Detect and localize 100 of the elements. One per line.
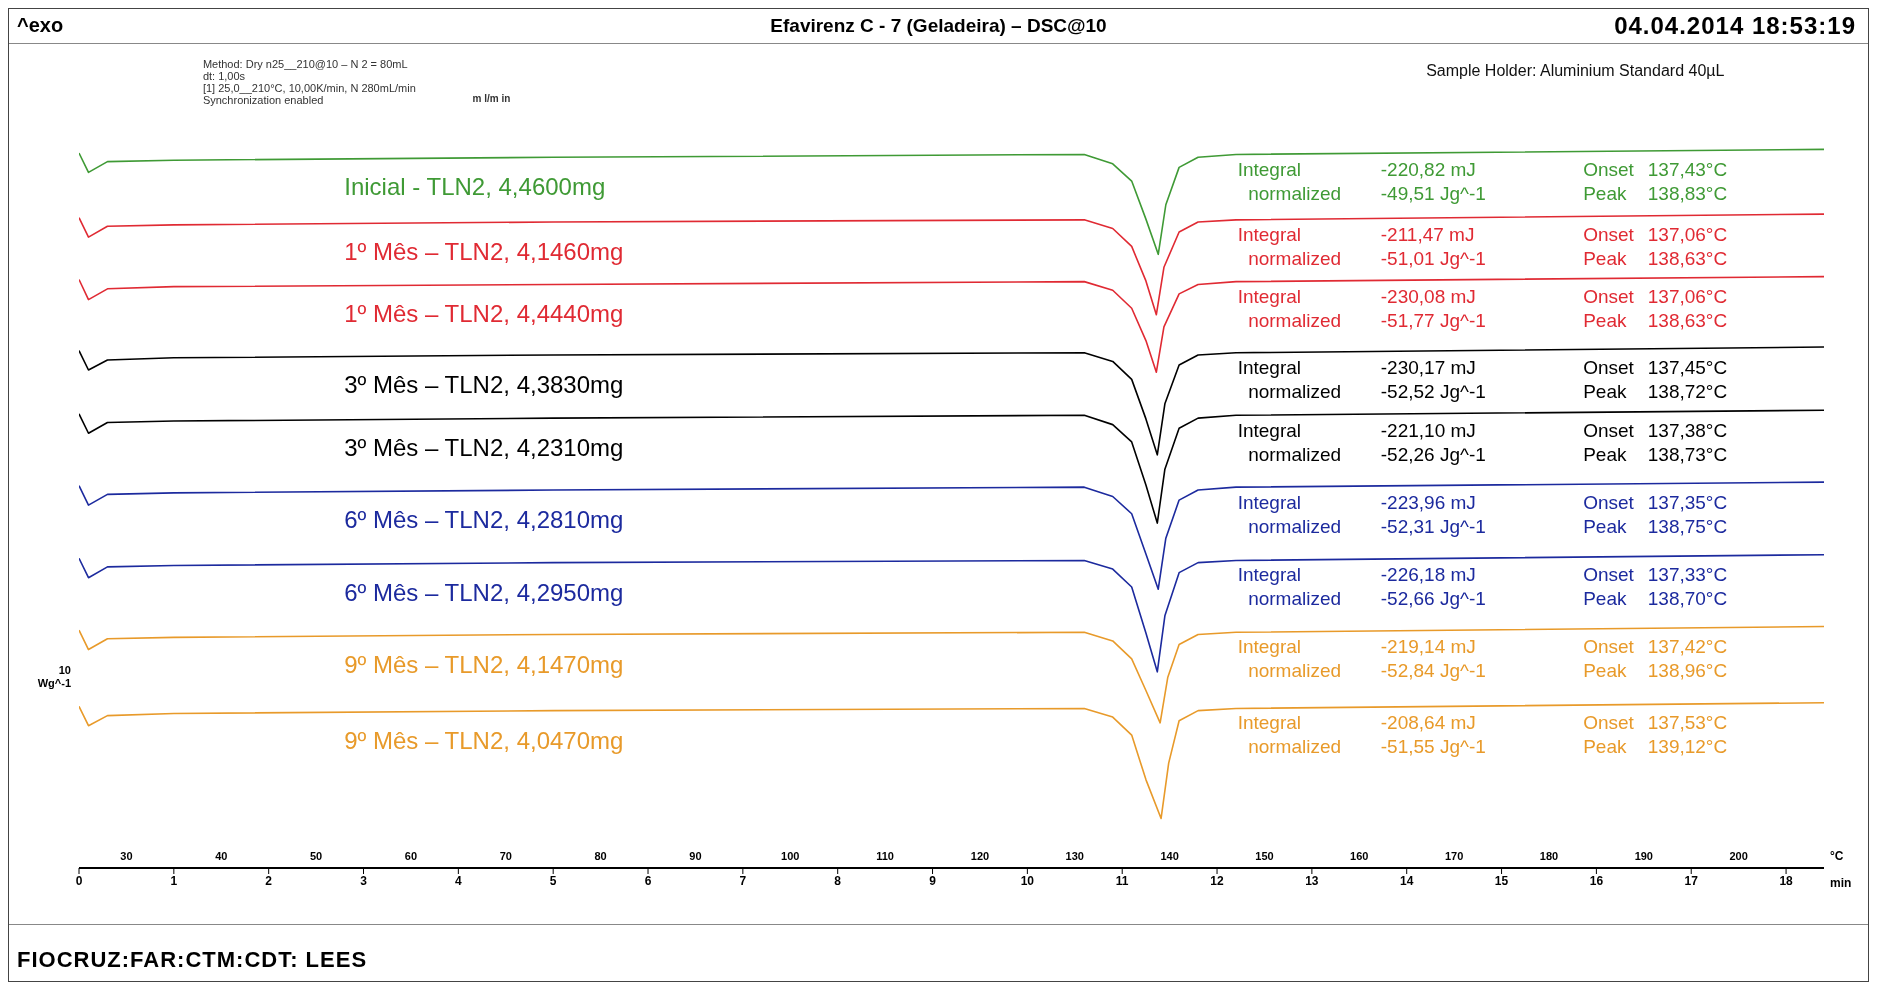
- x2-tick-label: 80: [594, 850, 607, 862]
- x-tick-label: 1: [170, 873, 178, 888]
- annotation: normalized: [1248, 182, 1342, 204]
- annotation: 137,38°C: [1647, 419, 1728, 441]
- x-tick-label: 9: [929, 873, 937, 888]
- annotation: 138,83°C: [1647, 182, 1728, 204]
- annotation: -230,17 mJ: [1380, 356, 1476, 378]
- annotation: -49,51 Jg^-1: [1380, 182, 1486, 204]
- text: Method: Dry n25__210@10 – N 2 = 80mL: [202, 58, 408, 70]
- text: FIOCRUZ:FAR:CTM:CDT: LEES: [17, 947, 368, 973]
- annotation: -52,31 Jg^-1: [1380, 515, 1486, 537]
- series-label: 3º Mês – TLN2, 4,3830mg: [344, 371, 624, 399]
- series-label: 9º Mês – TLN2, 4,0470mg: [344, 726, 624, 754]
- annotation: Integral: [1237, 491, 1302, 513]
- x2-tick-label: 140: [1160, 850, 1179, 862]
- x-axis-title: min: [1830, 876, 1852, 891]
- annotation: -223,96 mJ: [1380, 491, 1476, 513]
- annotation: Integral: [1237, 564, 1302, 586]
- x2-tick-label: 180: [1539, 850, 1559, 862]
- series-label: 6º Mês – TLN2, 4,2810mg: [344, 506, 624, 534]
- annotation: 138,96°C: [1647, 660, 1728, 682]
- annotation: Onset: [1583, 286, 1635, 308]
- x-tick-label: 11: [1115, 873, 1129, 888]
- annotation: Onset: [1583, 564, 1635, 586]
- x-tick-label: 10: [1020, 873, 1035, 888]
- text: Synchronization enabled: [202, 94, 324, 106]
- series-label: 1º Mês – TLN2, 4,1460mg: [344, 238, 624, 266]
- annotation: Integral: [1237, 223, 1302, 245]
- annotation: 137,06°C: [1647, 223, 1728, 245]
- annotation: Integral: [1237, 158, 1302, 180]
- x-tick-label: 13: [1305, 873, 1319, 888]
- annotation: Peak: [1583, 310, 1627, 332]
- x2-tick-label: 120: [970, 850, 990, 862]
- annotation: -221,10 mJ: [1380, 419, 1476, 441]
- annotation: normalized: [1248, 443, 1342, 465]
- annotation: normalized: [1248, 660, 1342, 682]
- annotation: 138,70°C: [1647, 588, 1728, 610]
- annotation: Onset: [1583, 223, 1635, 245]
- x-tick-label: 7: [739, 873, 747, 888]
- annotation: 138,63°C: [1647, 247, 1728, 269]
- x2-tick-label: 170: [1444, 850, 1464, 862]
- annotation: normalized: [1248, 515, 1342, 537]
- x2-tick-label: 60: [404, 850, 418, 862]
- annotation: Peak: [1583, 588, 1627, 610]
- annotation: 137,35°C: [1647, 491, 1728, 513]
- x-tick-label: 6: [644, 873, 652, 888]
- annotation: normalized: [1248, 247, 1342, 269]
- x-tick-label: 12: [1210, 873, 1225, 888]
- annotation: 138,63°C: [1647, 310, 1728, 332]
- annotation: Peak: [1583, 380, 1627, 402]
- x2-tick-label: 150: [1255, 850, 1274, 862]
- annotation: Onset: [1583, 356, 1635, 378]
- x2-tick-label: 110: [876, 850, 894, 862]
- annotation: Onset: [1583, 712, 1635, 734]
- annotation: 138,75°C: [1647, 515, 1728, 537]
- annotation: -219,14 mJ: [1380, 636, 1476, 658]
- annotation: -208,64 mJ: [1380, 712, 1476, 734]
- series-label: Inicial - TLN2, 4,4600mg: [344, 173, 606, 201]
- x2-tick-label: 30: [120, 850, 133, 862]
- annotation: -52,52 Jg^-1: [1380, 380, 1486, 402]
- annotation: normalized: [1248, 736, 1342, 758]
- text: [1] 25,0__210°C, 10,00K/min, N 280mL/min: [202, 82, 416, 94]
- annotation: normalized: [1248, 380, 1342, 402]
- series-label: 9º Mês – TLN2, 4,1470mg: [344, 650, 624, 678]
- annotation: 139,12°C: [1647, 736, 1728, 758]
- x-tick-label: 0: [75, 873, 83, 888]
- annotation: 137,53°C: [1647, 712, 1728, 734]
- annotation: 137,42°C: [1647, 636, 1728, 658]
- x-tick-label: 15: [1494, 873, 1509, 888]
- annotation: -51,55 Jg^-1: [1380, 736, 1486, 758]
- x-tick-label: 18: [1779, 873, 1794, 888]
- x-tick-label: 16: [1589, 873, 1604, 888]
- x-tick-label: 5: [549, 873, 557, 888]
- x2-tick-label: 40: [215, 850, 228, 862]
- annotation: -211,47 mJ: [1380, 223, 1475, 245]
- x2-tick-label: 70: [499, 850, 512, 862]
- annotation: -230,08 mJ: [1380, 286, 1476, 308]
- annotation: Integral: [1237, 356, 1302, 378]
- annotation: 138,72°C: [1647, 380, 1728, 402]
- annotation: Peak: [1583, 515, 1627, 537]
- series-label: 6º Mês – TLN2, 4,2950mg: [344, 578, 624, 606]
- annotation: Onset: [1583, 636, 1635, 658]
- annotation: normalized: [1248, 310, 1342, 332]
- x2-tick-label: 50: [309, 850, 323, 862]
- annotation: Peak: [1583, 443, 1627, 465]
- series-label: 1º Mês – TLN2, 4,4440mg: [344, 300, 624, 328]
- y-axis-title: 10 Wg^-1: [37, 663, 71, 689]
- x-tick-label: 3: [360, 873, 368, 888]
- annotation: -51,77 Jg^-1: [1380, 310, 1486, 332]
- annotation: -52,66 Jg^-1: [1380, 588, 1486, 610]
- x-tick-label: 17: [1684, 873, 1699, 888]
- annotation: Peak: [1583, 660, 1627, 682]
- annotation: 137,33°C: [1647, 564, 1728, 586]
- annotation: -52,84 Jg^-1: [1380, 660, 1486, 682]
- annotation: Peak: [1583, 736, 1627, 758]
- annotation: Integral: [1237, 712, 1302, 734]
- x2-axis-title: °C: [1830, 849, 1844, 863]
- text: ^exo: [17, 14, 64, 37]
- text: m l/m in: [472, 92, 511, 104]
- annotation: 138,73°C: [1647, 443, 1728, 465]
